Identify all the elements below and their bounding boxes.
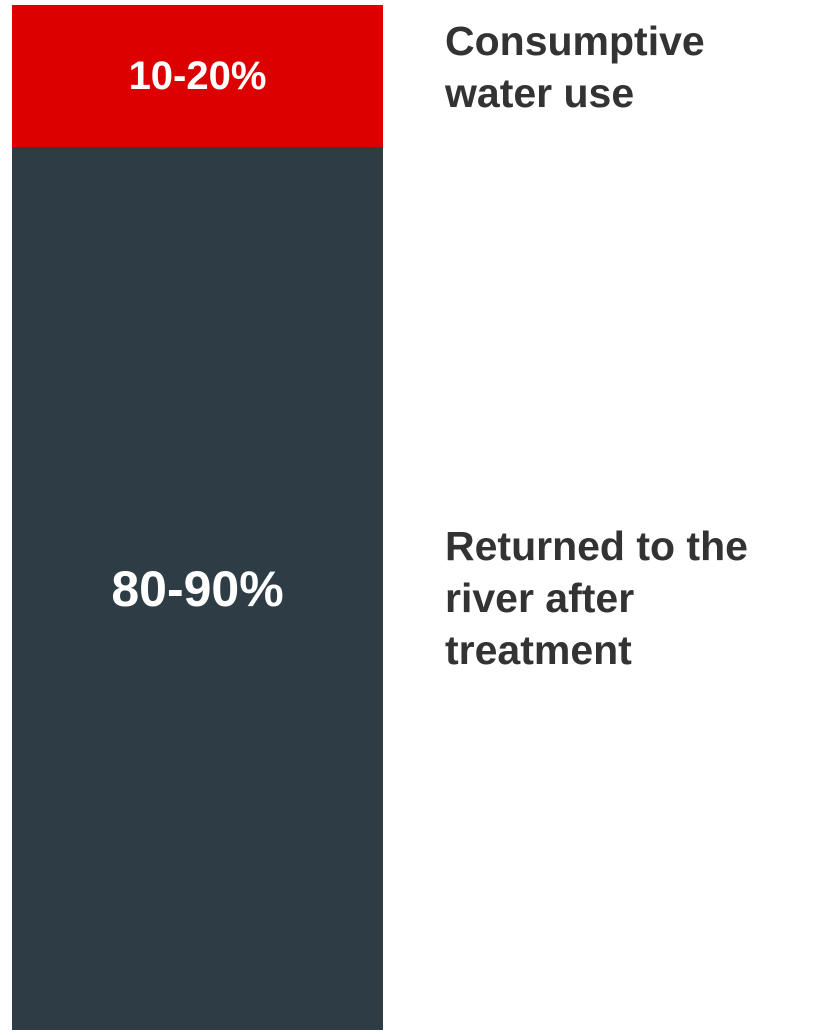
segment-label: 80-90% — [111, 560, 284, 617]
description-line: Returned to the — [445, 523, 748, 569]
description-line: treatment — [445, 627, 632, 673]
segment-description: Returned to the river after treatment — [445, 520, 748, 676]
description-line: Consumptive — [445, 18, 705, 64]
description-line: water use — [445, 70, 635, 116]
returned-segment: 80-90% — [12, 147, 383, 1030]
consumptive-segment: 10-20% — [12, 5, 383, 147]
segment-label: 10-20% — [128, 53, 267, 98]
segment-description: Consumptive water use — [445, 15, 705, 119]
description-line: river after — [445, 575, 635, 621]
